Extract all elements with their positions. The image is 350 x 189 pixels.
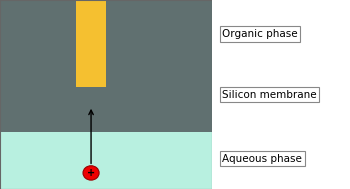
Bar	[0, 132, 212, 189]
Bar	[0, 87, 212, 132]
Bar	[76, 87, 106, 132]
Bar	[0, 0, 76, 132]
Text: Aqueous phase: Aqueous phase	[222, 154, 302, 164]
Text: Organic phase: Organic phase	[222, 29, 298, 39]
Bar	[0, 0, 212, 87]
Circle shape	[83, 166, 99, 180]
Text: Silicon membrane: Silicon membrane	[222, 90, 317, 99]
Text: +: +	[87, 168, 95, 178]
Bar	[106, 0, 212, 132]
